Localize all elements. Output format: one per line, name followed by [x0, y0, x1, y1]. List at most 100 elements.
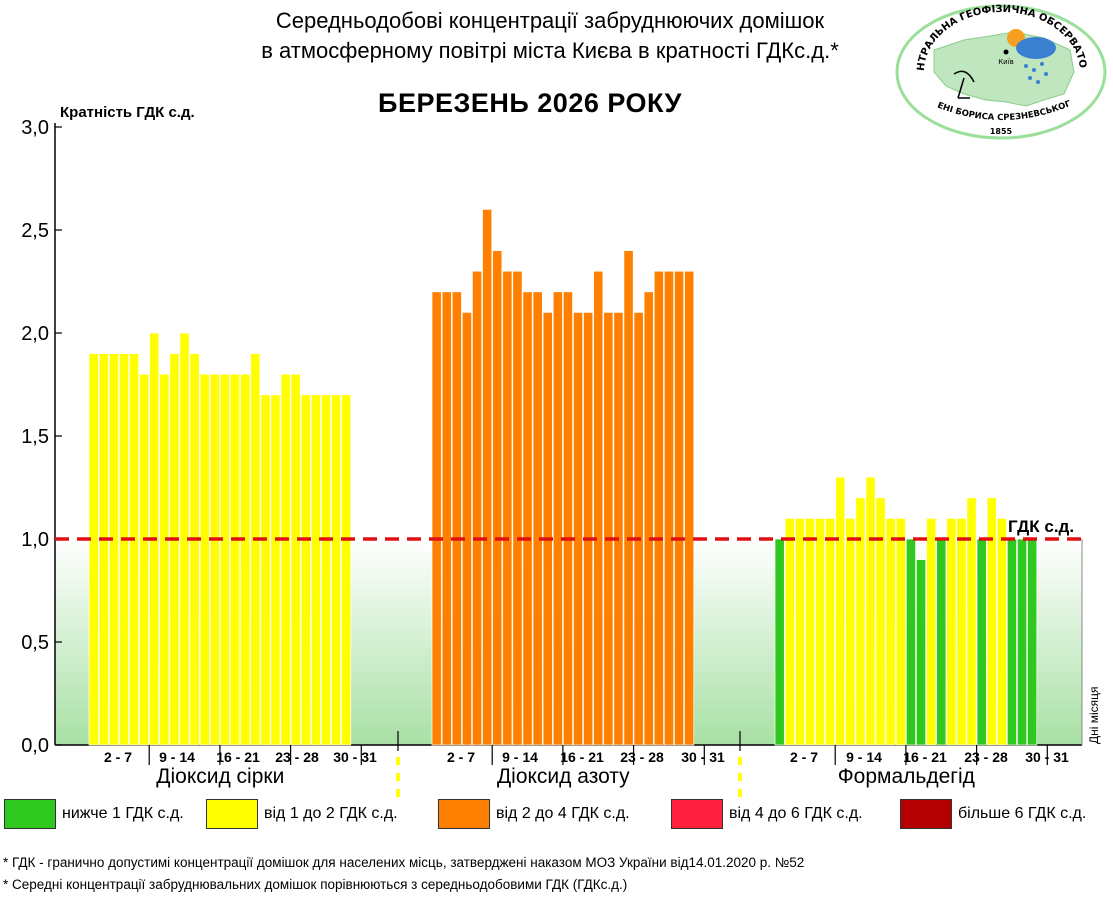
bar [189, 353, 200, 746]
bar [1017, 538, 1028, 746]
legend-item: від 4 до 6 ГДК с.д. [671, 797, 863, 831]
bar [936, 538, 947, 746]
day-group-label: 9 - 14 [159, 749, 195, 765]
y-tick-label: 1,0 [21, 529, 49, 551]
bar [825, 518, 836, 746]
logo-antenna-icon [953, 70, 975, 99]
y-tick-label: 2,5 [21, 220, 49, 242]
substance-label: Діоксид азоту [497, 765, 630, 788]
legend-swatch [438, 799, 490, 829]
bar [108, 353, 119, 746]
day-group-label: 9 - 14 [846, 749, 882, 765]
bar [623, 250, 634, 746]
chart-title: Середньодобові концентрації забруднюючих… [140, 6, 960, 66]
logo-rain-icon [1024, 62, 1048, 84]
legend-item: від 2 до 4 ГДК с.д. [438, 797, 630, 831]
y-axis-title: Кратність ГДК с.д. [60, 104, 195, 121]
footnote-2: * Середні концентрації забруднювальних д… [3, 877, 628, 892]
legend-swatch [900, 799, 952, 829]
bar [230, 373, 241, 746]
chart-subtitle: БЕРЕЗЕНЬ 2026 РОКУ [378, 88, 682, 118]
y-tick-label: 3,0 [21, 117, 49, 139]
bar [663, 270, 674, 746]
legend-item: більше 6 ГДК с.д. [900, 797, 1086, 831]
day-group-label: 2 - 7 [790, 749, 818, 765]
bar [542, 312, 553, 746]
day-group-label: 23 - 28 [275, 749, 319, 765]
bar [895, 518, 906, 746]
bar [633, 312, 644, 746]
bar [593, 270, 604, 746]
bar [451, 291, 462, 746]
legend: нижче 1 ГДК с.д. від 1 до 2 ГДК с.д. від 2… [0, 797, 1113, 833]
bar [472, 270, 483, 746]
bar [320, 394, 331, 746]
bar [512, 270, 523, 746]
day-group-label: 30 - 31 [681, 749, 725, 765]
bar [552, 291, 563, 746]
logo-cloud-icon [1016, 37, 1056, 59]
bar [905, 538, 916, 746]
bar [118, 353, 129, 746]
legend-label: від 2 до 4 ГДК с.д. [496, 805, 630, 822]
bar [441, 291, 452, 746]
bar [996, 518, 1007, 746]
y-tick-label: 1,5 [21, 426, 49, 448]
bar [583, 312, 594, 746]
observatory-logo: ЦЕНТРАЛЬНА ГЕОФІЗИЧНА ОБСЕРВАТОРІЯ ІМЕНІ… [894, 2, 1107, 140]
bar [815, 518, 826, 746]
bar [885, 518, 896, 746]
y-tick-label: 2,0 [21, 323, 49, 345]
day-group-label: 2 - 7 [447, 749, 475, 765]
legend-swatch [671, 799, 723, 829]
bar [260, 394, 271, 746]
bar [290, 373, 301, 746]
day-group-label: 23 - 28 [964, 749, 1008, 765]
bar [482, 209, 493, 746]
bar [88, 353, 99, 746]
footnote-1: * ГДК - гранично допустимі концентрації … [3, 855, 805, 870]
substance-label: Діоксид сірки [156, 765, 284, 788]
substance-label: Формальдегід [838, 765, 975, 788]
bar [855, 497, 866, 746]
bar [573, 312, 584, 746]
bar [270, 394, 281, 746]
legend-swatch [206, 799, 258, 829]
day-group-label: 30 - 31 [333, 749, 377, 765]
bar [280, 373, 291, 746]
bar [845, 518, 856, 746]
bar [562, 291, 573, 746]
logo-city-label: Київ [998, 58, 1014, 66]
legend-label: від 4 до 6 ГДК с.д. [729, 805, 863, 822]
bar [1027, 538, 1038, 746]
bar [431, 291, 442, 746]
day-group-label: 16 - 21 [903, 749, 947, 765]
bar [461, 312, 472, 746]
bar [159, 373, 170, 746]
bar [310, 394, 321, 746]
bar [865, 476, 876, 746]
y-tick-label: 0,5 [21, 632, 49, 654]
bar [653, 270, 664, 746]
bar [784, 518, 795, 746]
bar [139, 373, 150, 746]
logo-city-dot [1003, 49, 1009, 55]
title-line-1: Середньодобові концентрації забруднюючих… [275, 8, 825, 33]
bar [875, 497, 886, 746]
bar [209, 373, 220, 746]
legend-item: нижче 1 ГДК с.д. [4, 797, 184, 831]
bar [613, 312, 624, 746]
y-tick-label: 0,0 [21, 735, 49, 757]
day-group-label: 23 - 28 [620, 749, 664, 765]
day-group-label: 16 - 21 [216, 749, 260, 765]
bar [976, 538, 987, 746]
bar [522, 291, 533, 746]
bar [341, 394, 352, 746]
bar [986, 497, 997, 746]
bar [684, 270, 695, 746]
bar [250, 353, 261, 746]
bar [956, 518, 967, 746]
bar [199, 373, 210, 746]
title-line-2: в атмосферному повітрі міста Києва в кра… [261, 38, 839, 63]
